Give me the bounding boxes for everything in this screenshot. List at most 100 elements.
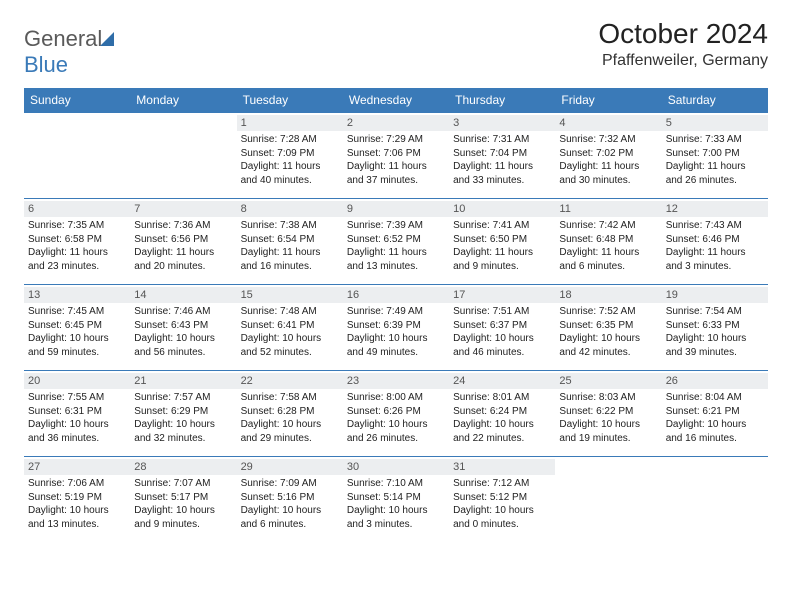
- day-number: 3: [449, 115, 555, 131]
- sunrise-text: Sunrise: 7:33 AM: [666, 133, 764, 147]
- day-number: 30: [343, 459, 449, 475]
- day-number: 19: [662, 287, 768, 303]
- daylight-text: Daylight: 11 hours and 23 minutes.: [28, 246, 126, 273]
- sunrise-text: Sunrise: 7:49 AM: [347, 305, 445, 319]
- calendar-cell: 3Sunrise: 7:31 AMSunset: 7:04 PMDaylight…: [449, 113, 555, 199]
- day-details: Sunrise: 7:49 AMSunset: 6:39 PMDaylight:…: [347, 305, 445, 359]
- sunrise-text: Sunrise: 7:38 AM: [241, 219, 339, 233]
- day-details: Sunrise: 7:57 AMSunset: 6:29 PMDaylight:…: [134, 391, 232, 445]
- daylight-text: Daylight: 11 hours and 9 minutes.: [453, 246, 551, 273]
- daylight-text: Daylight: 10 hours and 39 minutes.: [666, 332, 764, 359]
- calendar-cell: 10Sunrise: 7:41 AMSunset: 6:50 PMDayligh…: [449, 199, 555, 285]
- day-number: 15: [237, 287, 343, 303]
- day-details: Sunrise: 7:33 AMSunset: 7:00 PMDaylight:…: [666, 133, 764, 187]
- sunrise-text: Sunrise: 7:57 AM: [134, 391, 232, 405]
- day-number: 16: [343, 287, 449, 303]
- day-number: 25: [555, 373, 661, 389]
- day-details: Sunrise: 8:03 AMSunset: 6:22 PMDaylight:…: [559, 391, 657, 445]
- logo-blue: Blue: [24, 52, 68, 77]
- calendar-row: 27 Sunrise: 7:06 AMSunset: 5:19 PM Dayligh…: [24, 457, 768, 543]
- calendar-cell: [24, 113, 130, 199]
- sunset-text: Sunset: 6:26 PM: [347, 405, 445, 419]
- calendar-cell: 21 Sunrise: 7:57 AMSunset: 6:29 PMDayligh…: [130, 371, 236, 457]
- sunset-text: Sunset: 6:29 PM: [134, 405, 232, 419]
- sunset-text: Sunset: 5:14 PM: [347, 491, 445, 505]
- day-details: Sunrise: 7:39 AMSunset: 6:52 PMDaylight:…: [347, 219, 445, 273]
- calendar-cell: 12Sunrise: 7:43 AMSunset: 6:46 PMDayligh…: [662, 199, 768, 285]
- calendar-table: Sunday Monday Tuesday Wednesday Thursday…: [24, 88, 768, 543]
- calendar-cell: 29Sunrise: 7:09 AMSunset: 5:16 PMDayligh…: [237, 457, 343, 543]
- sunset-text: Sunset: 6:39 PM: [347, 319, 445, 333]
- sunset-text: Sunset: 6:54 PM: [241, 233, 339, 247]
- sunrise-text: Sunrise: 7:42 AM: [559, 219, 657, 233]
- calendar-cell: 25 Sunrise: 8:03 AMSunset: 6:22 PMDayligh…: [555, 371, 661, 457]
- sunset-text: Sunset: 6:45 PM: [28, 319, 126, 333]
- sunrise-text: Sunrise: 7:06 AM: [28, 477, 126, 491]
- daylight-text: Daylight: 10 hours and 26 minutes.: [347, 418, 445, 445]
- day-number: 6: [24, 201, 130, 217]
- calendar-cell: 28Sunrise: 7:07 AMSunset: 5:17 PMDayligh…: [130, 457, 236, 543]
- day-details: Sunrise: 7:45 AMSunset: 6:45 PMDaylight:…: [28, 305, 126, 359]
- weekday-saturday: Saturday: [662, 88, 768, 113]
- sunrise-text: Sunrise: 8:01 AM: [453, 391, 551, 405]
- calendar-cell: 22Sunrise: 7:58 AMSunset: 6:28 PMDayligh…: [237, 371, 343, 457]
- weekday-tuesday: Tuesday: [237, 88, 343, 113]
- day-details: Sunrise: 7:28 AMSunset: 7:09 PMDaylight:…: [241, 133, 339, 187]
- day-details: Sunrise: 8:00 AMSunset: 6:26 PMDaylight:…: [347, 391, 445, 445]
- day-number: 21: [130, 373, 236, 389]
- sunset-text: Sunset: 6:28 PM: [241, 405, 339, 419]
- sunset-text: Sunset: 7:00 PM: [666, 147, 764, 161]
- day-number: 17: [449, 287, 555, 303]
- day-number: 9: [343, 201, 449, 217]
- month-title: October 2024: [598, 18, 768, 50]
- sunset-text: Sunset: 6:50 PM: [453, 233, 551, 247]
- sunrise-text: Sunrise: 7:41 AM: [453, 219, 551, 233]
- day-number: 27: [24, 459, 130, 475]
- day-details: Sunrise: 7:54 AMSunset: 6:33 PMDaylight:…: [666, 305, 764, 359]
- daylight-text: Daylight: 11 hours and 30 minutes.: [559, 160, 657, 187]
- calendar-cell: 30Sunrise: 7:10 AMSunset: 5:14 PMDayligh…: [343, 457, 449, 543]
- day-number: 5: [662, 115, 768, 131]
- daylight-text: Daylight: 10 hours and 56 minutes.: [134, 332, 232, 359]
- daylight-text: Daylight: 10 hours and 9 minutes.: [134, 504, 232, 531]
- day-number: 7: [130, 201, 236, 217]
- sunrise-text: Sunrise: 8:04 AM: [666, 391, 764, 405]
- day-number: 8: [237, 201, 343, 217]
- daylight-text: Daylight: 10 hours and 59 minutes.: [28, 332, 126, 359]
- day-number: 2: [343, 115, 449, 131]
- calendar-cell: 26Sunrise: 8:04 AMSunset: 6:21 PMDayligh…: [662, 371, 768, 457]
- sunrise-text: Sunrise: 7:58 AM: [241, 391, 339, 405]
- location: Pfaffenweiler, Germany: [598, 52, 768, 70]
- calendar-cell: 14Sunrise: 7:46 AMSunset: 6:43 PMDayligh…: [130, 285, 236, 371]
- sunset-text: Sunset: 7:02 PM: [559, 147, 657, 161]
- day-details: Sunrise: 7:43 AMSunset: 6:46 PMDaylight:…: [666, 219, 764, 273]
- daylight-text: Daylight: 11 hours and 37 minutes.: [347, 160, 445, 187]
- day-details: Sunrise: 7:38 AMSunset: 6:54 PMDaylight:…: [241, 219, 339, 273]
- calendar-cell: 11Sunrise: 7:42 AMSunset: 6:48 PMDayligh…: [555, 199, 661, 285]
- day-details: Sunrise: 7:12 AMSunset: 5:12 PMDaylight:…: [453, 477, 551, 531]
- calendar-cell: 9 Sunrise: 7:39 AMSunset: 6:52 PMDaylight…: [343, 199, 449, 285]
- sunset-text: Sunset: 6:41 PM: [241, 319, 339, 333]
- day-details: Sunrise: 7:52 AMSunset: 6:35 PMDaylight:…: [559, 305, 657, 359]
- calendar-cell: [555, 457, 661, 543]
- calendar-cell: 27Sunrise: 7:06 AMSunset: 5:19 PMDayligh…: [24, 457, 130, 543]
- day-details: Sunrise: 7:58 AMSunset: 6:28 PMDaylight:…: [241, 391, 339, 445]
- sunset-text: Sunset: 5:12 PM: [453, 491, 551, 505]
- logo-general: General: [24, 26, 102, 51]
- sunset-text: Sunset: 5:19 PM: [28, 491, 126, 505]
- day-details: Sunrise: 7:09 AMSunset: 5:16 PMDaylight:…: [241, 477, 339, 531]
- day-number: 24: [449, 373, 555, 389]
- calendar-row: 6Sunrise: 7:35 AMSunset: 6:58 PMDaylight…: [24, 199, 768, 285]
- calendar-cell: 6Sunrise: 7:35 AMSunset: 6:58 PMDaylight…: [24, 199, 130, 285]
- sunset-text: Sunset: 6:46 PM: [666, 233, 764, 247]
- calendar-cell: 20 Sunrise: 7:55 AMSunset: 6:31 PMDayligh…: [24, 371, 130, 457]
- day-details: Sunrise: 7:55 AMSunset: 6:31 PMDaylight:…: [28, 391, 126, 445]
- calendar-cell: 18Sunrise: 7:52 AMSunset: 6:35 PMDayligh…: [555, 285, 661, 371]
- sunrise-text: Sunrise: 7:45 AM: [28, 305, 126, 319]
- day-number: 11: [555, 201, 661, 217]
- sunset-text: Sunset: 6:22 PM: [559, 405, 657, 419]
- day-number: 20: [24, 373, 130, 389]
- sunset-text: Sunset: 6:56 PM: [134, 233, 232, 247]
- sunrise-text: Sunrise: 7:28 AM: [241, 133, 339, 147]
- weekday-sunday: Sunday: [24, 88, 130, 113]
